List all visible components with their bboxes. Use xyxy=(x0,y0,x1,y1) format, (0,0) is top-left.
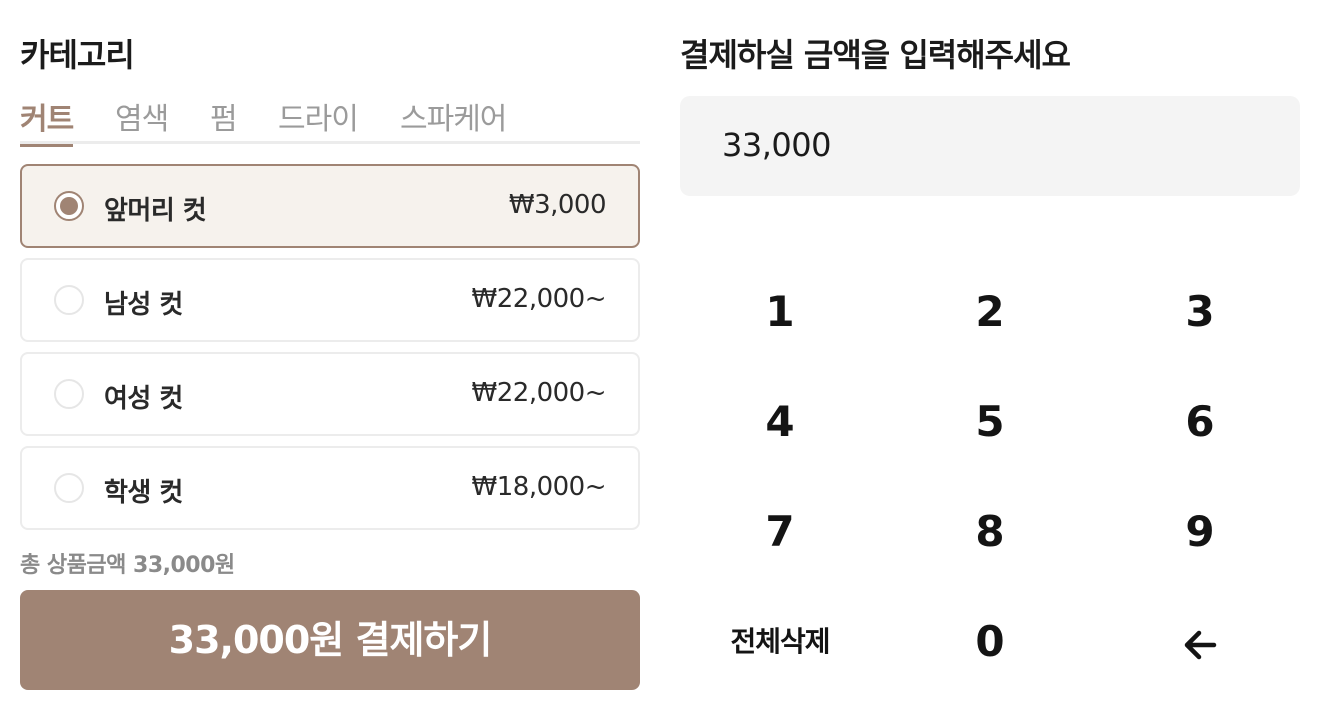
radio-button[interactable] xyxy=(54,285,84,315)
option-price: ₩22,000~ xyxy=(471,378,607,408)
option-student-cut[interactable]: 학생 컷 ₩18,000~ xyxy=(20,446,640,530)
key-4[interactable]: 4 xyxy=(765,397,795,446)
total-amount-text: 총 상품금액 33,000원 xyxy=(20,553,235,578)
option-men-cut[interactable]: 남성 컷 ₩22,000~ xyxy=(20,258,640,342)
arrow-left-icon xyxy=(1184,630,1217,659)
clear-all-button[interactable]: 전체삭제 xyxy=(730,625,830,658)
radio-button[interactable] xyxy=(54,473,84,503)
radio-button[interactable] xyxy=(54,191,84,221)
option-price: ₩3,000 xyxy=(508,190,607,220)
option-name: 앞머리 컷 xyxy=(104,196,207,226)
key-1[interactable]: 1 xyxy=(765,287,795,336)
tab-dry[interactable]: 드라이 xyxy=(278,102,359,137)
option-bangs-cut[interactable]: 앞머리 컷 ₩3,000 xyxy=(20,164,640,248)
category-tabs: 커트 염색 펌 드라이 스파케어 xyxy=(20,92,640,147)
amount-value: 33,000 xyxy=(722,126,831,164)
tab-spa-care[interactable]: 스파케어 xyxy=(400,102,507,137)
tab-cut[interactable]: 커트 xyxy=(20,94,74,147)
key-3[interactable]: 3 xyxy=(1185,287,1215,336)
key-7[interactable]: 7 xyxy=(765,507,795,556)
key-5[interactable]: 5 xyxy=(975,397,1005,446)
key-9[interactable]: 9 xyxy=(1185,507,1215,556)
option-price: ₩22,000~ xyxy=(471,284,607,314)
option-women-cut[interactable]: 여성 컷 ₩22,000~ xyxy=(20,352,640,436)
key-0[interactable]: 0 xyxy=(975,617,1005,666)
key-6[interactable]: 6 xyxy=(1185,397,1215,446)
radio-button[interactable] xyxy=(54,379,84,409)
option-name: 학생 컷 xyxy=(104,478,183,508)
category-title: 카테고리 xyxy=(20,36,135,74)
amount-title: 결제하실 금액을 입력해주세요 xyxy=(680,36,1071,74)
option-name: 여성 컷 xyxy=(104,384,183,414)
option-name: 남성 컷 xyxy=(104,290,183,320)
tab-dye[interactable]: 염색 xyxy=(115,102,169,137)
option-price: ₩18,000~ xyxy=(471,472,607,502)
amount-input[interactable]: 33,000 xyxy=(680,96,1300,196)
pay-button[interactable]: 33,000원 결제하기 xyxy=(20,590,640,690)
key-8[interactable]: 8 xyxy=(975,507,1005,556)
key-2[interactable]: 2 xyxy=(975,287,1005,336)
amount-panel: 결제하실 금액을 입력해주세요 33,000 1 2 3 4 5 6 7 8 9… xyxy=(680,0,1300,720)
tab-perm[interactable]: 펌 xyxy=(210,102,238,137)
backspace-button[interactable] xyxy=(1097,592,1303,692)
